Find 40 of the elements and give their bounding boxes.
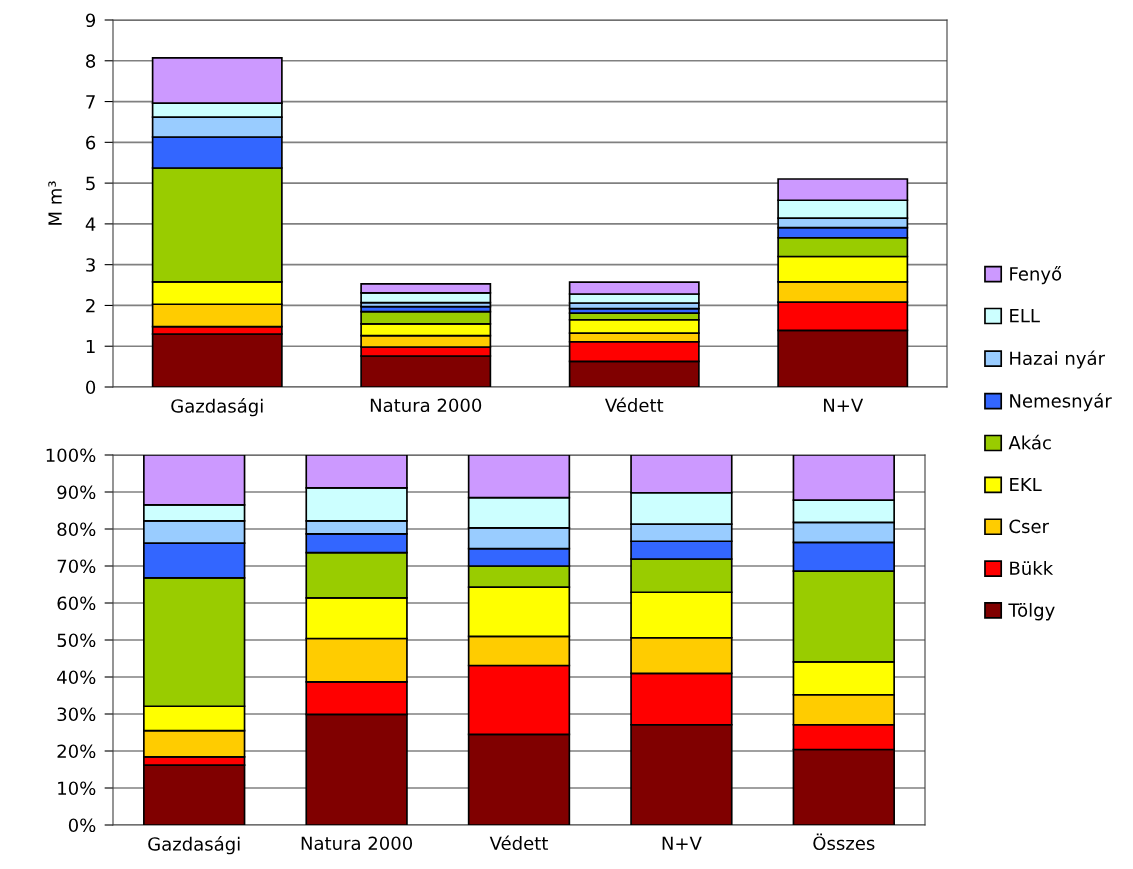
x-tick-label: Natura 2000	[301, 836, 413, 851]
y-tick-label: 4	[85, 217, 96, 231]
x-tick-label: Gazdasági	[171, 398, 263, 417]
x-tick-label: Natura 2000	[370, 398, 482, 413]
y-tick-label: 5	[86, 176, 95, 191]
legend-label: Hazai nyár	[1010, 350, 1105, 369]
y-tick-label: 30%	[57, 707, 96, 722]
x-tick-label: N+V	[824, 398, 864, 412]
x-tick-label: Összes	[813, 833, 875, 851]
y-tick-label: 2	[86, 298, 95, 313]
x-tick-label: N+V	[662, 836, 702, 850]
y-tick-label: 70%	[57, 559, 96, 574]
y-tick-label: 3	[86, 258, 95, 272]
legend-label: Fenyő	[1010, 265, 1062, 285]
legend-label: Cser	[1009, 519, 1049, 534]
legend-label: Nemesnyár	[1010, 392, 1112, 412]
x-tick-label: Védett	[489, 835, 548, 851]
x-tick-label: Gazdasági	[148, 836, 240, 855]
y-axis-title: M m³	[48, 181, 62, 225]
y-tick-label: 0%	[68, 818, 96, 833]
y-tick-label: 1	[86, 339, 95, 354]
legend-label: ELL	[1010, 309, 1040, 323]
y-tick-label: 10%	[58, 781, 96, 796]
y-tick-label: 40%	[57, 670, 96, 685]
legend-label: Akác	[1008, 434, 1051, 450]
y-tick-label: 80%	[57, 522, 96, 537]
y-tick-label: 50%	[57, 633, 96, 648]
y-tick-label: 100%	[46, 448, 96, 463]
y-tick-label: 9	[85, 13, 96, 28]
legend-label: EKL	[1010, 477, 1042, 492]
legend-label: Bükk	[1010, 561, 1054, 576]
y-tick-label: 0	[86, 380, 96, 395]
y-tick-label: 7	[86, 95, 95, 109]
y-tick-label: 6	[86, 135, 96, 150]
x-tick-label: Védett	[605, 397, 664, 413]
y-tick-label: 90%	[57, 485, 96, 500]
y-tick-label: 8	[86, 54, 96, 68]
legend-label: Tölgy	[1008, 602, 1055, 621]
y-tick-label: 20%	[57, 744, 96, 759]
y-tick-label: 60%	[57, 596, 96, 611]
